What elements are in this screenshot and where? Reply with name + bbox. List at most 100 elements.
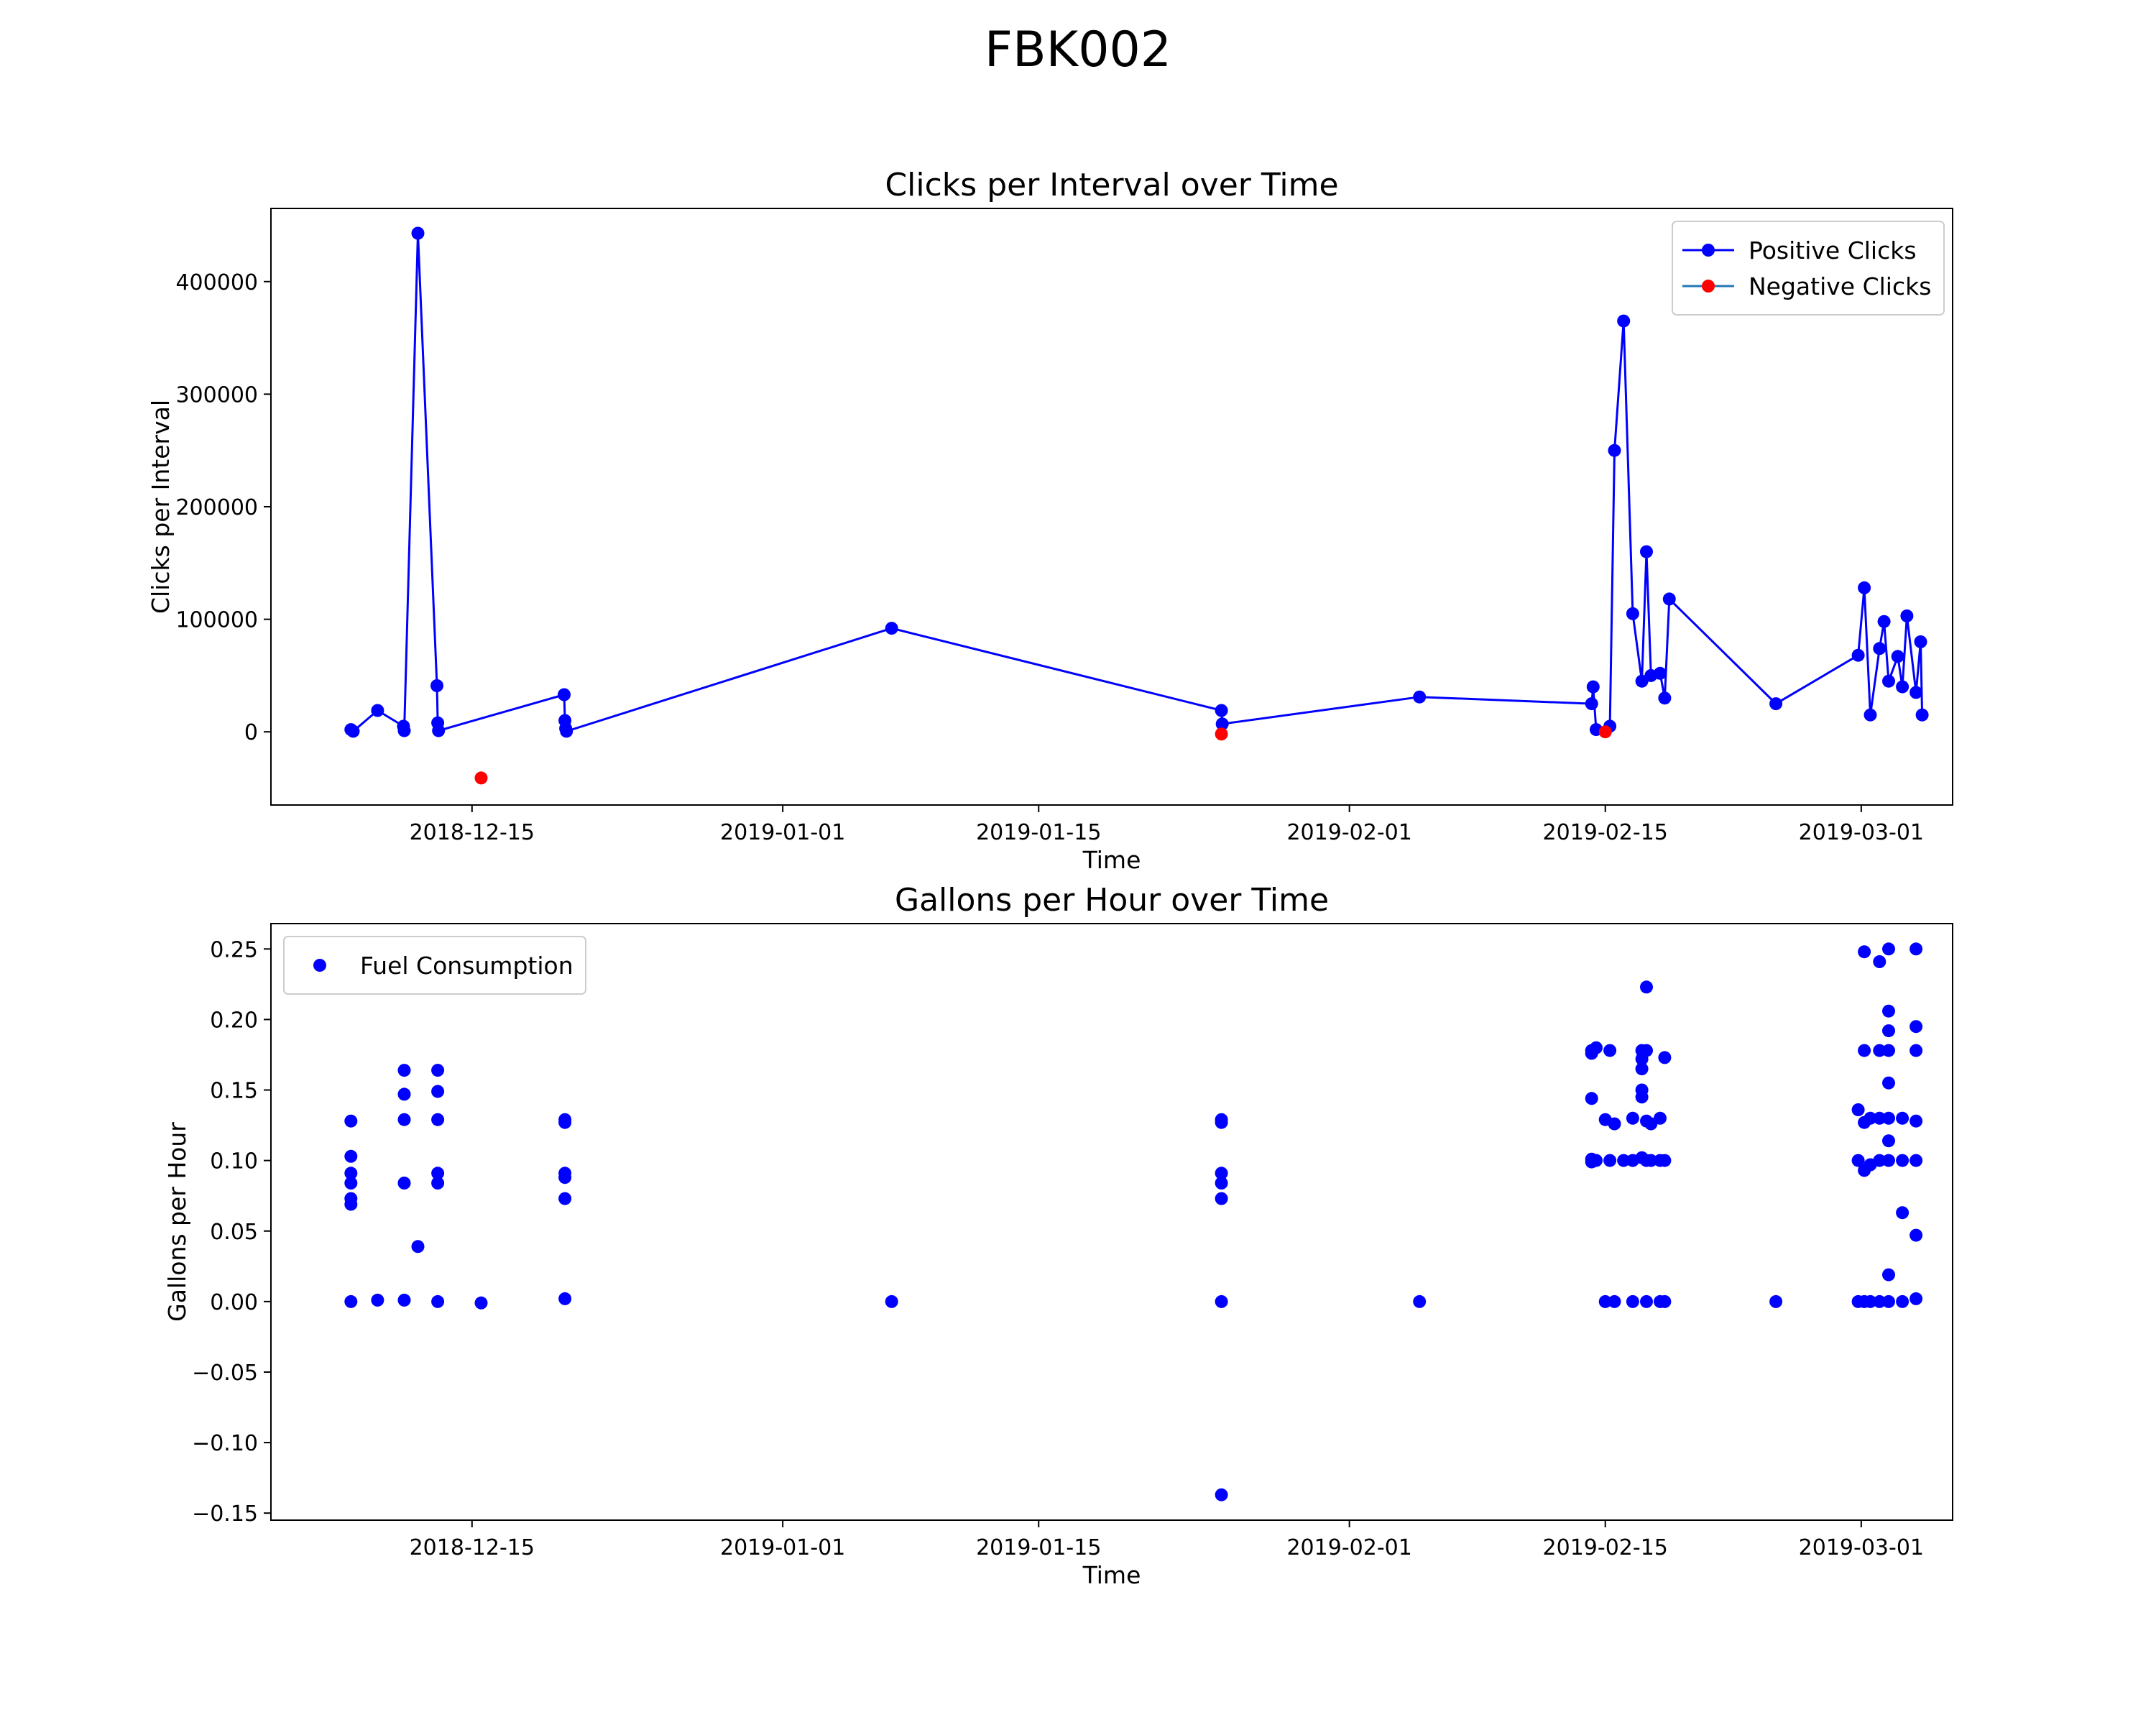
data-point [1909,1020,1923,1034]
legend-marker [313,959,326,972]
data-point [558,1292,572,1305]
data-point [1626,1294,1639,1308]
data-point [1896,1294,1909,1308]
gallons-chart: Gallons per Hour over Time 2018-12-15 2019… [163,882,1953,1589]
legend-box [283,936,586,995]
data-point [431,1177,445,1190]
legend-label: Negative Clicks [1749,272,1931,300]
data-point [1882,1154,1895,1167]
data-point [1640,1044,1653,1057]
y-tick-label: 0.20 [210,1008,258,1033]
x-tick-label: 2019-01-15 [976,820,1101,845]
data-point [1909,1292,1923,1305]
data-point [1617,314,1631,328]
data-point [1662,592,1676,606]
data-point [1608,443,1621,457]
y-tick-label: 0.00 [210,1290,258,1315]
data-point [1590,1041,1603,1054]
data-point [885,1294,898,1308]
data-point [1882,1024,1895,1038]
series-negative-clicks [474,725,1612,785]
x-tick-label: 2019-01-15 [976,1535,1101,1560]
data-point [397,1293,411,1307]
data-point [1608,1117,1621,1131]
data-point [1851,1103,1865,1116]
data-point [1640,1294,1653,1308]
x-axis-label: Time [1082,846,1141,874]
data-point [1909,1114,1923,1128]
x-tick-label: 2019-01-01 [720,1535,845,1560]
data-point [1658,1154,1672,1167]
x-tick-label: 2019-02-01 [1286,820,1411,845]
data-point [1590,1154,1603,1167]
data-point [1896,1154,1909,1167]
y-tick-label: −0.05 [192,1361,258,1386]
data-point [1640,980,1653,994]
data-point [1877,615,1891,628]
data-point [1598,1294,1612,1308]
data-point [1598,725,1612,739]
legend-label: Fuel Consumption [360,952,573,980]
data-point [1586,680,1600,694]
x-tick-label: 2018-12-15 [410,820,535,845]
data-point [1864,1294,1877,1308]
data-point [1769,697,1783,711]
data-point [344,1177,358,1190]
data-point [1640,545,1653,558]
axes-frame [270,923,1953,1521]
data-point [1215,1177,1228,1190]
y-tick-label: 0.10 [210,1149,258,1174]
y-tick-label: −0.10 [192,1431,258,1456]
data-point [1215,704,1228,717]
data-point [1608,1294,1621,1308]
data-point [411,226,425,240]
y-tick-label: 0.25 [210,937,258,962]
x-tick-label: 2019-03-01 [1799,820,1924,845]
data-point [1915,708,1929,722]
data-point [1215,1192,1228,1205]
x-tick-label: 2019-02-15 [1543,820,1668,845]
x-tick-label: 2019-02-15 [1543,1535,1668,1560]
data-point [430,679,443,692]
data-point [1654,1111,1667,1125]
series-positive-clicks [344,226,1929,738]
data-point [1896,1111,1909,1125]
data-point [1882,1076,1895,1090]
data-point [1658,1294,1672,1308]
data-point [1626,1111,1639,1125]
data-point [1654,666,1667,680]
data-point [397,1087,411,1101]
data-point [1215,1116,1228,1129]
data-point [1873,642,1886,656]
data-point [1658,691,1672,705]
data-point [1882,1134,1895,1148]
data-point [1215,1167,1228,1180]
data-point [1644,1154,1658,1167]
data-point [1864,708,1877,722]
legend-marker [1702,244,1715,257]
data-point [474,1296,488,1310]
data-point [1882,1044,1895,1057]
data-point [1909,942,1923,956]
data-point [397,724,411,737]
data-point [397,1113,411,1126]
y-tick-label: 100000 [175,608,258,633]
data-point [1585,697,1598,711]
data-point [1215,1294,1228,1308]
data-point [1858,1044,1871,1057]
y-tick-label: 200000 [175,495,258,520]
data-point [1873,1154,1886,1167]
data-point [1215,727,1228,741]
x-tick-label: 2019-01-01 [720,820,845,845]
data-point [560,724,573,738]
data-point [1851,648,1865,662]
data-point [431,1167,445,1180]
data-point [1882,1111,1895,1125]
data-point [1858,945,1871,959]
data-point [411,1240,425,1254]
data-point [1658,1051,1672,1064]
x-axis-label: Time [1082,1561,1141,1589]
data-point [1914,635,1927,648]
data-point [1635,1090,1649,1104]
